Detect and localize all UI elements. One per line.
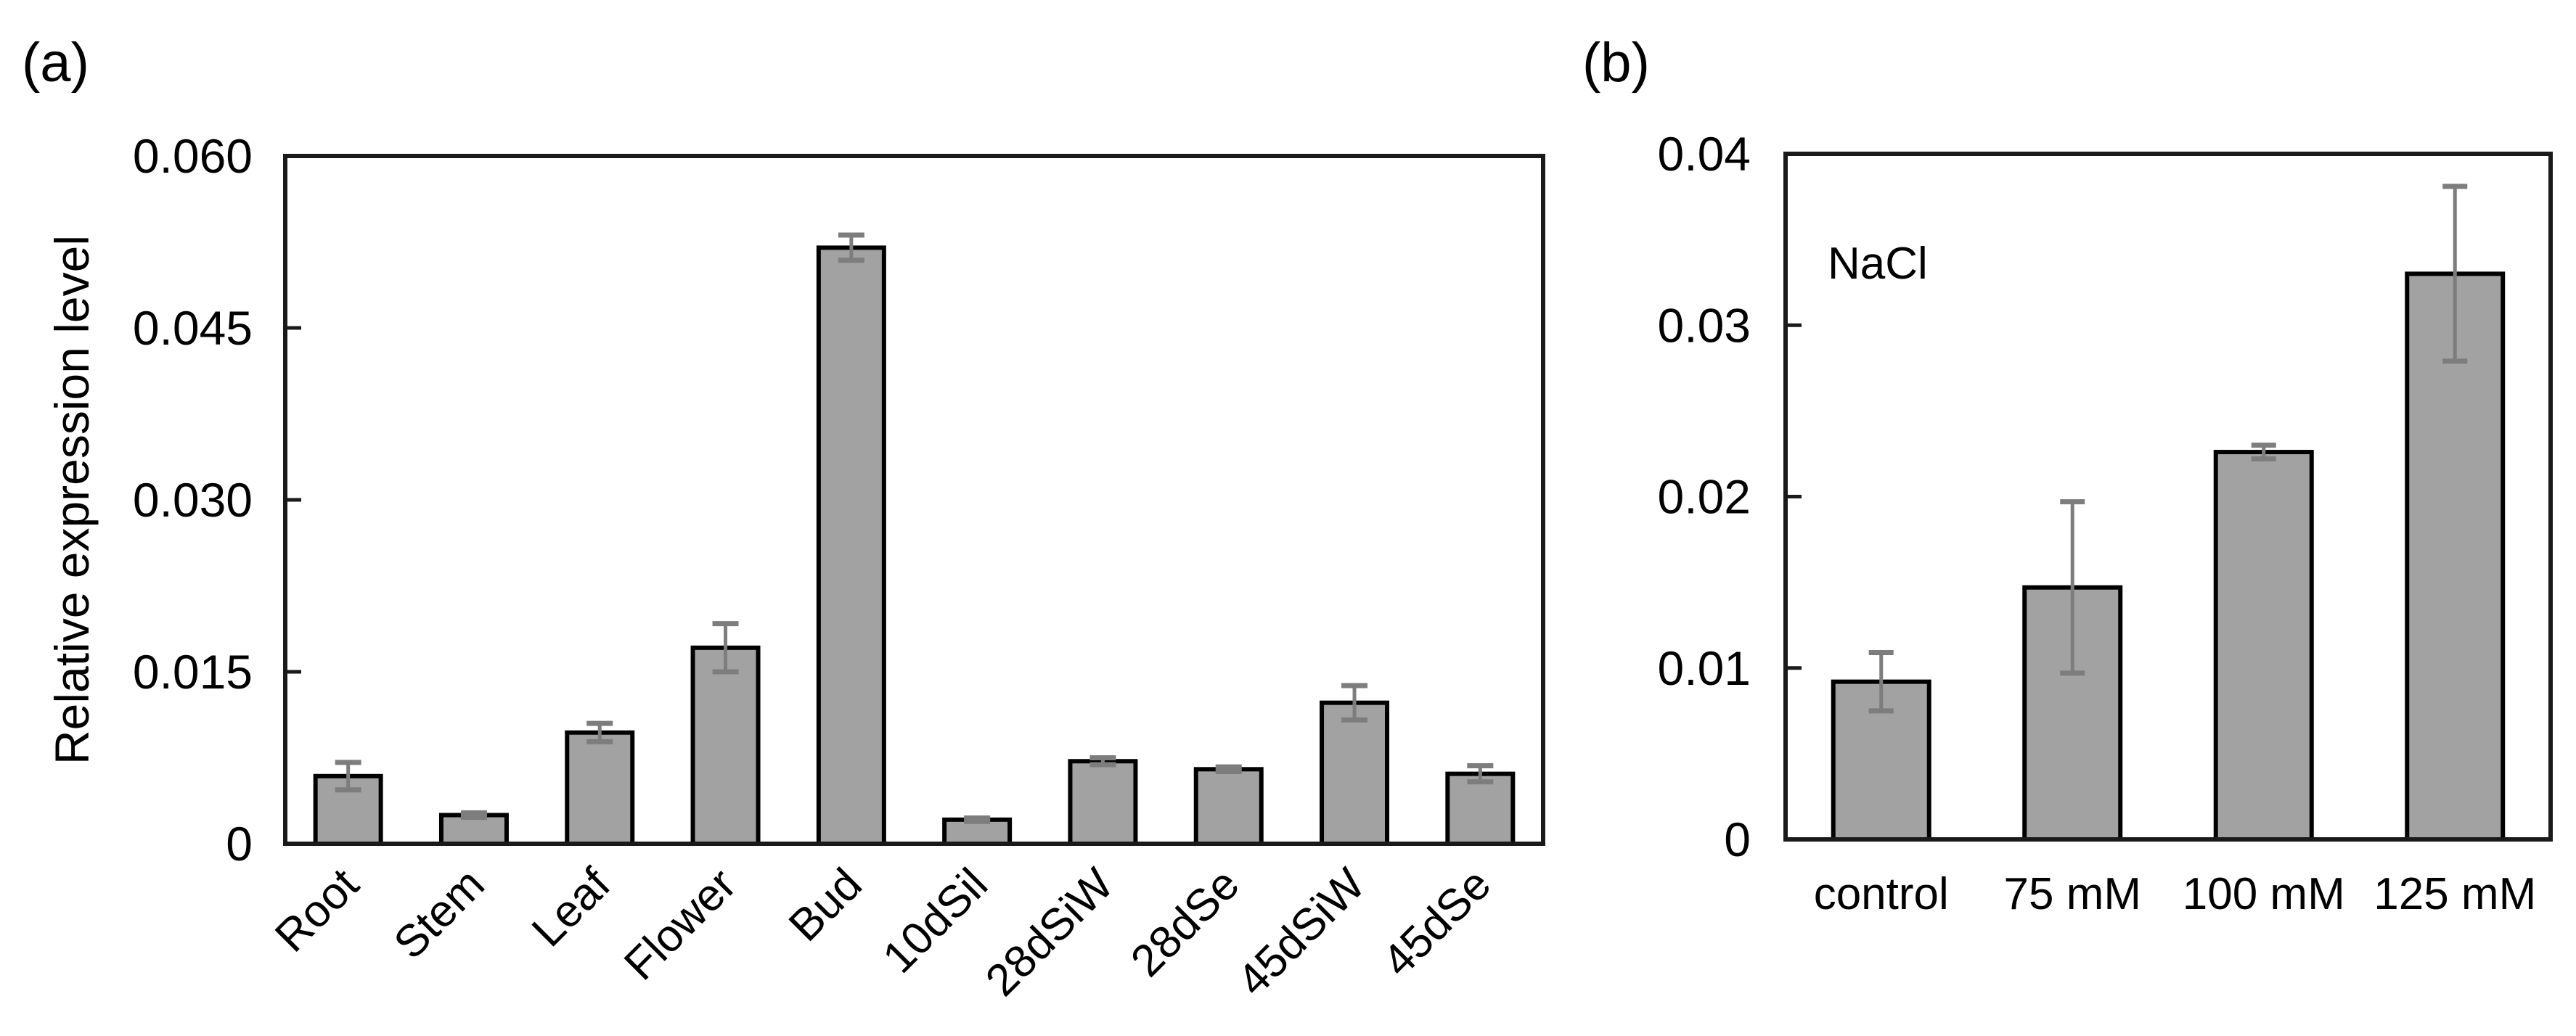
- bar-100 mM: [2213, 450, 2314, 842]
- error-bar-45dSe: [1467, 763, 1494, 785]
- nacl-annotation: NaCl: [1828, 239, 1928, 289]
- y-tick-label-0.03: 0.03: [1658, 298, 1751, 352]
- error-bar-Bud: [838, 232, 864, 263]
- x-category-label-Stem: Stem: [385, 859, 494, 969]
- error-bar-Root: [335, 760, 361, 793]
- x-category-label-45dSe: 45dSe: [1373, 859, 1501, 987]
- bar-Leaf: [565, 730, 635, 846]
- chart-a-svg: (a) Relative expression level 0 0.015 0.03…: [22, 32, 1545, 1006]
- y-tick-label-0.060: 0.060: [133, 129, 253, 183]
- bar-Bud: [816, 245, 886, 846]
- y-tick-label-0.015: 0.015: [133, 645, 253, 699]
- x-category-label-control: control: [1814, 869, 1949, 919]
- error-bar-10dSil: [964, 815, 991, 824]
- y-tick-label-0: 0: [1724, 813, 1751, 866]
- y-tick-label-0.01: 0.01: [1658, 641, 1751, 695]
- x-category-label-100 mM: 100 mM: [2183, 869, 2345, 919]
- chart-b-svg: (b) NaCl 0 0.01 0.02 0.03 0.04 control 75 mM 10…: [1582, 32, 2553, 919]
- bar-45dSiW: [1320, 700, 1390, 846]
- panel-a-label: (a): [22, 32, 89, 94]
- error-bar-control: [1868, 649, 1894, 714]
- bar-Flower: [690, 645, 761, 846]
- error-bar-Stem: [460, 810, 487, 821]
- y-tick-label-0.04: 0.04: [1658, 127, 1751, 181]
- y-axis-title: Relative expression level: [45, 235, 99, 765]
- plot-frame-b: [1783, 152, 2553, 842]
- bar-28dSiW: [1068, 759, 1138, 846]
- error-bar-28dSiW: [1089, 755, 1116, 768]
- x-category-label-Bud: Bud: [780, 859, 872, 951]
- x-category-label-28dSiW: 28dSiW: [976, 859, 1124, 1006]
- error-bar-100 mM: [2251, 443, 2276, 462]
- y-tick-label-0.030: 0.030: [133, 473, 253, 527]
- error-bar-125 mM: [2442, 184, 2468, 364]
- plot-frame-a: [283, 154, 1545, 846]
- y-tick-label-0.045: 0.045: [133, 301, 253, 355]
- x-category-label-125 mM: 125 mM: [2373, 869, 2536, 919]
- chart-b-plot: 0 0.01 0.02 0.03 0.04 control 75 mM 100 mM 125 m…: [1658, 127, 2553, 919]
- y-tick-label-0: 0: [226, 817, 253, 871]
- y-tick-label-0.02: 0.02: [1658, 470, 1751, 524]
- error-bar-45dSiW: [1341, 683, 1368, 723]
- error-bar-Leaf: [586, 720, 613, 744]
- x-category-label-45dSiW: 45dSiW: [1228, 859, 1375, 1006]
- x-category-label-28dSe: 28dSe: [1121, 859, 1249, 987]
- x-category-label-Root: Root: [266, 859, 368, 961]
- error-bar-75 mM: [2060, 499, 2085, 676]
- error-bar-28dSe: [1215, 764, 1242, 774]
- x-category-label-Flower: Flower: [615, 859, 745, 990]
- bar-28dSe: [1193, 767, 1264, 847]
- panel-b-label: (b): [1582, 32, 1650, 94]
- x-category-label-Leaf: Leaf: [523, 859, 621, 957]
- x-category-label-75 mM: 75 mM: [2004, 869, 2141, 919]
- error-bar-Flower: [712, 621, 739, 675]
- x-category-label-10dSil: 10dSil: [873, 859, 997, 983]
